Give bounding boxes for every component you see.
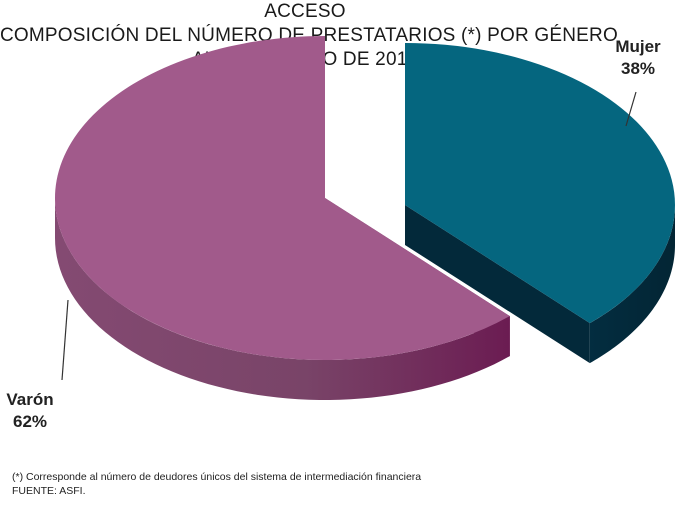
title-line-2: COMPOSICIÓN DEL NÚMERO DE PRESTATARIOS (… [0, 25, 618, 46]
slice-mujer [405, 43, 675, 364]
slice-outer-wall [589, 205, 675, 364]
slice-varon [55, 36, 510, 400]
source-note: FUENTE: ASFI. [12, 485, 86, 497]
slice-label-value: 62% [13, 412, 47, 431]
slice-label-name: Varón [6, 390, 53, 409]
slice-top-face [405, 43, 675, 324]
slice-label-value: 38% [621, 59, 655, 78]
footnote: (*) Corresponde al número de deudores ún… [12, 471, 422, 483]
slice-side-wall [405, 205, 590, 364]
slice-top-face [55, 36, 510, 360]
slice-outer-wall [55, 198, 510, 400]
leader-line [61, 299, 69, 381]
title-line-1: ACCESO [264, 1, 346, 22]
leader-line [625, 91, 637, 127]
chart-notes: (*) Corresponde al número de deudores ún… [12, 470, 421, 498]
slice-label-name: Mujer [615, 37, 661, 56]
